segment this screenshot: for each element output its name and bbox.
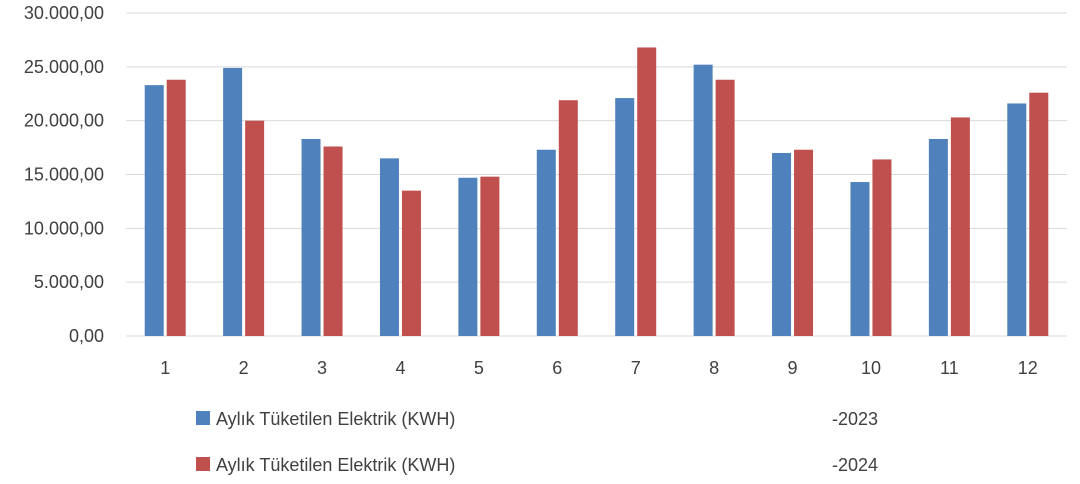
x-tick-label: 8: [709, 358, 719, 378]
bar-2023-12: [1007, 103, 1027, 336]
bar-2024-8: [715, 79, 735, 337]
x-tick-label: 7: [631, 358, 641, 378]
legend: Aylık Tüketilen Elektrik (KWH) -2023 Ayl…: [196, 409, 878, 475]
x-tick-label: 6: [552, 358, 562, 378]
y-tick-label: 25.000,00: [24, 57, 104, 77]
bar-2023-1: [144, 85, 164, 337]
bar-2024-4: [401, 190, 421, 336]
legend-swatch-2023: [196, 411, 210, 425]
y-tick-label: 0,00: [69, 326, 104, 346]
bar-2023-4: [379, 158, 399, 336]
bar-2023-9: [772, 152, 792, 336]
bar-2024-12: [1029, 92, 1049, 336]
bar-2024-10: [872, 159, 892, 336]
x-tick-label: 3: [317, 358, 327, 378]
bar-2023-7: [615, 98, 635, 336]
y-tick-label: 20.000,00: [24, 111, 104, 131]
bar-2023-5: [458, 177, 478, 336]
x-tick-label: 1: [160, 358, 170, 378]
y-axis-tick-labels: 0,00 5.000,00 10.000,00 15.000,00 20.000,00 2…: [24, 3, 104, 346]
x-tick-label: 4: [395, 358, 405, 378]
bar-2023-8: [693, 64, 713, 337]
bar-2024-1: [166, 79, 186, 337]
y-tick-label: 10.000,00: [24, 218, 104, 238]
bar-2024-9: [794, 149, 814, 336]
x-tick-label: 9: [788, 358, 798, 378]
bar-2023-10: [850, 182, 870, 336]
x-tick-label: 10: [861, 358, 881, 378]
bar-2023-11: [928, 138, 948, 336]
legend-label-2024: Aylık Tüketilen Elektrik (KWH): [216, 455, 455, 475]
legend-swatch-2024: [196, 457, 210, 471]
x-tick-label: 5: [474, 358, 484, 378]
bars: [144, 47, 1049, 337]
legend-suffix-2023: -2023: [832, 409, 878, 429]
y-tick-label: 15.000,00: [24, 165, 104, 185]
y-tick-label: 5.000,00: [34, 272, 104, 292]
x-tick-label: 12: [1018, 358, 1038, 378]
bar-2024-11: [950, 117, 970, 336]
bar-2023-2: [223, 67, 243, 336]
legend-suffix-2024: -2024: [832, 455, 878, 475]
bar-2024-6: [558, 100, 578, 337]
x-axis-tick-labels: 1 2 3 4 5 6 7 8 9 10 11 12: [160, 358, 1038, 378]
bar-2024-7: [637, 47, 657, 336]
x-tick-label: 11: [940, 358, 959, 378]
y-tick-label: 30.000,00: [24, 3, 104, 23]
bar-2024-3: [323, 146, 343, 336]
legend-label-2023: Aylık Tüketilen Elektrik (KWH): [216, 409, 455, 429]
bar-2023-3: [301, 138, 321, 336]
gridlines: [126, 12, 1067, 337]
bar-2024-5: [480, 176, 500, 336]
bar-2024-2: [245, 120, 265, 337]
bar-2023-6: [536, 149, 556, 336]
x-tick-label: 2: [239, 358, 249, 378]
